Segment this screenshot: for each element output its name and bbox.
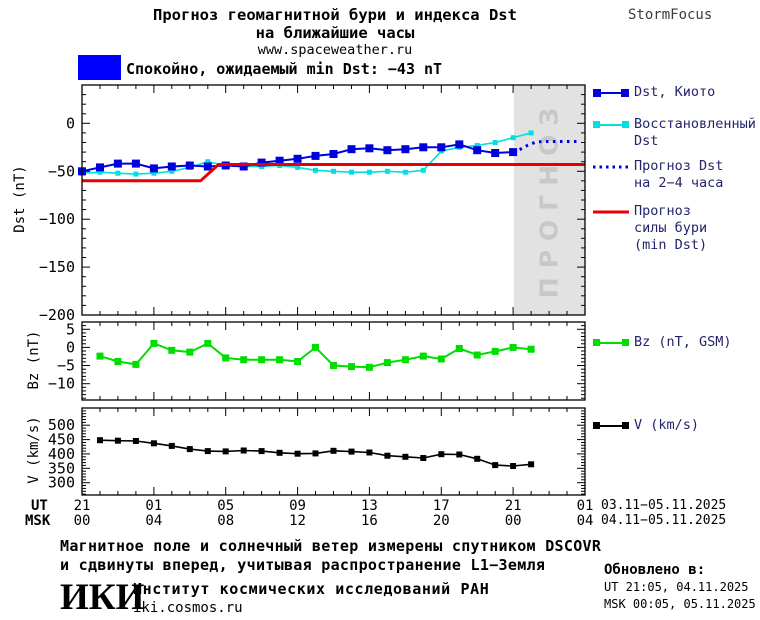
institute-site-url: iki.cosmos.ru: [133, 600, 243, 616]
panel-frame: [81, 84, 586, 316]
ut-hour-label: 21: [73, 498, 91, 514]
ut-date-range: 03.11−05.11.2025: [601, 498, 727, 513]
ut-hour-label: 13: [360, 498, 378, 514]
y-tick-label: −200: [39, 306, 75, 324]
msk-date-range: 04.11−05.11.2025: [601, 513, 727, 528]
ut-axis-label: UT: [31, 498, 48, 514]
legend-storm-forecast: Прогноз силы бури (min Dst): [593, 203, 707, 254]
msk-axis-label: MSK: [25, 513, 51, 529]
legend-dst-restored: Восстановленный Dst: [593, 116, 756, 150]
updated-msk: MSK 00:05, 05.11.2025: [604, 597, 756, 611]
legend-label: Восстановленный Dst: [634, 116, 756, 149]
panel-frame: [81, 407, 586, 496]
storm-status-text: Спокойно, ожидаемый min Dst: −43 nT: [126, 60, 443, 78]
legend-label: Bz (nT, GSM): [634, 334, 732, 350]
series-dst_restored: [81, 132, 532, 175]
data-source-note-line1: Магнитное поле и солнечный ветер измерен…: [60, 537, 602, 555]
iki-logo: ИКИ: [60, 577, 145, 618]
legend-label: Прогноз силы бури (min Dst): [634, 203, 708, 253]
y-tick-label: 0: [66, 338, 75, 356]
x-axis-ut-row: UT 03.11−05.11.2025 21 01 05 09 13 17 21 01: [0, 498, 760, 514]
panel-frame: [81, 321, 586, 401]
msk-hour-label: 00: [504, 513, 522, 529]
bz-swatch-icon: [593, 339, 629, 346]
ut-hour-label: 01: [145, 498, 163, 514]
y-tick-label: 300: [48, 474, 75, 492]
msk-hour-label: 16: [360, 513, 378, 529]
legend-bz: Bz (nT, GSM): [593, 334, 732, 351]
y-tick-label: −5: [57, 357, 75, 375]
storm-level-swatch: [78, 55, 121, 80]
dst-axis-title: Dst (nT): [12, 165, 28, 233]
y-tick-label: 400: [48, 445, 75, 463]
x-axis-msk-row: MSK 04.11−05.11.2025 00 04 08 12 16 20 00 04: [0, 513, 760, 529]
dst-kyoto-swatch-icon: [593, 89, 629, 97]
legend-label: Прогноз Dst на 2−4 часа: [634, 158, 724, 191]
updated-ut: UT 21:05, 04.11.2025: [604, 580, 749, 594]
series-dst_kyoto: [81, 143, 514, 173]
legend-label: Dst, Киото: [634, 84, 716, 100]
legend-dst-kyoto: Dst, Киото: [593, 84, 715, 101]
msk-hour-label: 04: [145, 513, 163, 529]
y-tick-label: −100: [39, 210, 75, 228]
y-tick-label: −50: [48, 162, 75, 180]
storm-forecast-swatch-icon: [593, 210, 629, 214]
msk-hour-label: 12: [289, 513, 306, 529]
series-bz: [99, 342, 532, 369]
ut-hour-label: 21: [504, 498, 522, 514]
updated-at-label: Обновлено в:: [604, 562, 706, 578]
ut-hour-label: 01: [576, 498, 594, 514]
forecast-region-label: ПРОГНОЗ: [534, 98, 564, 299]
brand-label: StormFocus: [628, 7, 713, 23]
page-title: Прогноз геомагнитной бури и индекса Dst: [153, 6, 517, 24]
v-axis-title: V (km/s): [26, 416, 42, 484]
y-tick-label: 0: [66, 114, 75, 132]
msk-hour-label: 00: [73, 513, 91, 529]
legend-label: V (km/s): [634, 417, 700, 433]
dst-restored-swatch-icon: [593, 121, 629, 128]
data-source-note-line2: и сдвинуты вперед, учитывая распростране…: [60, 556, 546, 574]
msk-hour-label: 04: [576, 513, 594, 529]
v-swatch-icon: [593, 422, 629, 429]
dst-forecast-swatch-icon: [593, 165, 629, 169]
y-tick-label: −10: [48, 375, 75, 393]
y-tick-label: 500: [48, 416, 75, 434]
y-tick-label: 350: [48, 459, 75, 477]
page-subtitle: на ближайшие часы: [255, 24, 415, 42]
website-url: www.spaceweather.ru: [257, 42, 413, 58]
legend-dst-forecast: Прогноз Dst на 2−4 часа: [593, 158, 723, 192]
panel-dst: 0 −50 −100 −150 −200: [39, 84, 586, 324]
ut-hour-label: 17: [432, 498, 450, 514]
msk-hour-label: 08: [217, 513, 235, 529]
ut-hour-label: 09: [289, 498, 306, 514]
msk-hour-label: 20: [432, 513, 450, 529]
series-storm_forecast: [82, 163, 585, 183]
y-tick-label: −150: [39, 258, 75, 276]
ut-hour-label: 05: [217, 498, 235, 514]
institute-name: Институт космических исследований РАН: [133, 580, 490, 598]
legend-v: V (km/s): [593, 417, 699, 434]
y-tick-label: 450: [48, 431, 75, 449]
y-tick-label: 5: [66, 320, 75, 338]
panel-bz: 50−5−10: [48, 320, 586, 401]
series-v: [99, 439, 532, 467]
